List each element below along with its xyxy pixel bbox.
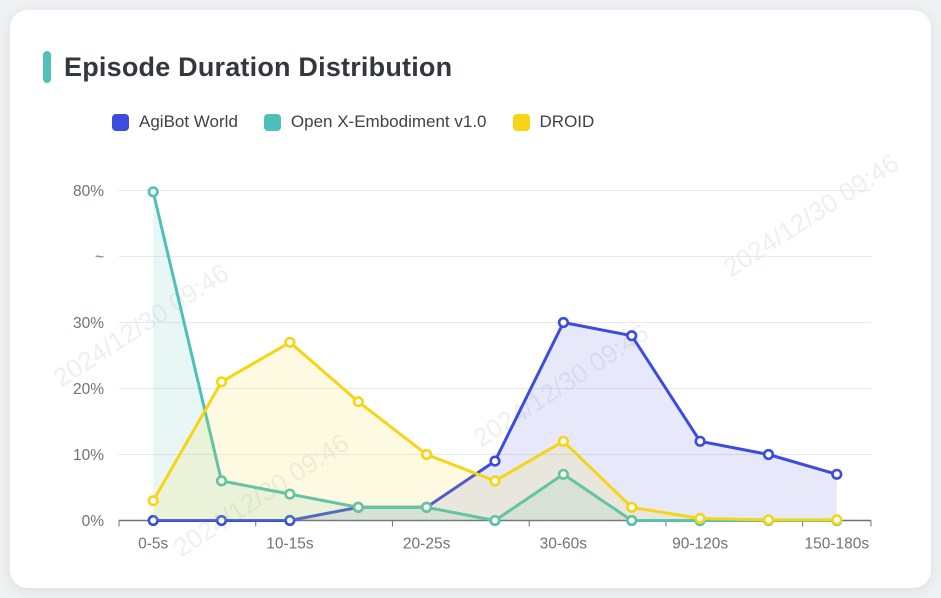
data-point-marker (762, 514, 775, 526)
data-point-marker (831, 468, 843, 480)
data-point-marker (831, 514, 843, 526)
data-point-marker (489, 475, 501, 487)
legend-item-label: AgiBot World (139, 112, 238, 131)
x-axis-tick-label: 30-60s (540, 536, 588, 553)
y-axis-tick-label: 80% (73, 183, 104, 200)
legend-swatch (512, 113, 530, 131)
chart-card: 2024/12/30 09:46 2024/12/30 09:46 2024/1… (10, 10, 931, 588)
data-point-marker (284, 488, 296, 500)
data-point-marker (626, 330, 638, 342)
data-point-marker (215, 475, 228, 487)
series-area (153, 322, 837, 521)
data-point-marker (694, 512, 706, 525)
series-droid (147, 336, 843, 526)
chart-legend: AgiBot World Open X-Embodiment v1.0 DROID (112, 112, 594, 132)
page-title: Episode Duration Distribution (64, 51, 453, 82)
data-point-marker (147, 495, 159, 507)
data-point-marker (489, 455, 501, 467)
x-axis-tick-label: 90-120s (672, 536, 728, 553)
data-point-marker (284, 514, 296, 527)
data-point-marker (557, 316, 570, 329)
data-point-marker (147, 186, 159, 198)
x-axis-tick-label: 20-25s (403, 536, 451, 553)
chart-header: Episode Duration Distribution (43, 51, 452, 83)
legend-swatch (112, 113, 129, 131)
series-area (153, 191, 837, 521)
data-point-marker (215, 514, 228, 527)
data-point-marker (557, 435, 570, 447)
data-point-marker (421, 501, 433, 513)
data-point-marker (489, 514, 501, 527)
data-point-marker (147, 514, 159, 527)
data-point-marker (284, 336, 296, 348)
data-point-marker (694, 435, 706, 447)
legend-item-open-x-embodiment-v1-0[interactable]: Open X-Embodiment v1.0 (263, 112, 487, 132)
y-axis-tick-label: 20% (73, 381, 104, 398)
legend-item-label: DROID (539, 112, 595, 131)
title-accent-bar (43, 51, 51, 83)
episode-duration-chart[interactable]: 0% 10% 20% 30% ~80% 0-5s 10-15s 20-25s 30-60s 90-… (10, 10, 931, 588)
data-point-marker (215, 376, 228, 388)
gridlines (119, 190, 871, 455)
legend-swatch (263, 113, 281, 131)
x-axis-labels: 0-5s 10-15s 20-25s 30-60s 90-120s 150-180s (138, 536, 869, 553)
data-point-marker (762, 448, 775, 461)
data-point-marker (421, 448, 433, 461)
data-point-marker (557, 468, 570, 480)
x-axis-tick-label: 150-180s (804, 536, 869, 553)
data-point-marker (352, 396, 364, 408)
data-point-marker (352, 501, 364, 513)
y-axis-tick-label: ~ (95, 249, 104, 266)
legend-item-agibot-world[interactable]: AgiBot World (112, 112, 238, 132)
y-axis-tick-label: 0% (82, 513, 105, 530)
series-area (153, 342, 837, 521)
y-axis-tick-label: 10% (73, 447, 104, 464)
x-axis-tick-label: 0-5s (138, 536, 168, 553)
y-axis-tick-label: 30% (73, 315, 104, 332)
x-axis-tick-label: 10-15s (266, 536, 314, 553)
legend-item-label: Open X-Embodiment v1.0 (290, 112, 487, 131)
y-axis-labels: 0% 10% 20% 30% ~80% (73, 183, 104, 530)
data-point-marker (626, 514, 638, 527)
legend-item-droid[interactable]: DROID (512, 112, 595, 132)
data-point-marker (626, 501, 638, 513)
